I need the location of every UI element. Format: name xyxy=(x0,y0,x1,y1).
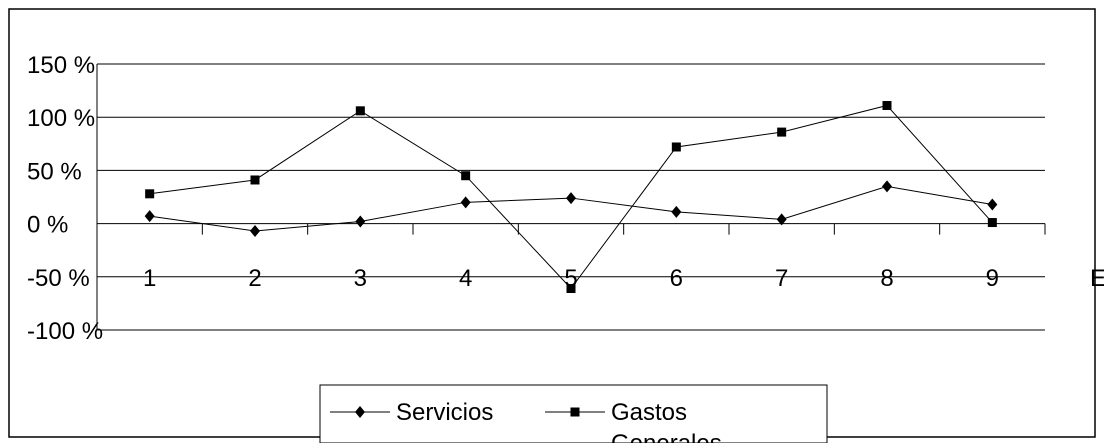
data-point xyxy=(250,225,260,238)
data-point xyxy=(144,210,155,223)
data-point xyxy=(355,215,366,228)
data-point xyxy=(882,100,892,110)
x-tick-label: 2 xyxy=(248,265,261,292)
data-point xyxy=(776,213,787,226)
data-point xyxy=(566,192,576,205)
x-tick-label: 9 xyxy=(986,265,999,292)
data-point xyxy=(460,196,471,209)
y-tick-label: 50 % xyxy=(27,158,82,185)
y-tick-label: 0 % xyxy=(27,212,68,239)
data-point xyxy=(461,171,471,181)
chart-border xyxy=(8,8,1096,438)
x-tick-label: 7 xyxy=(775,265,788,292)
y-tick-label: 100 % xyxy=(27,105,95,132)
legend-label-line-2: Generales xyxy=(611,430,722,443)
gridlines xyxy=(96,63,1045,331)
data-point xyxy=(145,189,155,199)
x-tick-label: 8 xyxy=(880,265,893,292)
legend-marker xyxy=(570,407,580,417)
data-point xyxy=(671,142,681,152)
data-point xyxy=(987,198,998,211)
x-tick-label: 1 xyxy=(143,265,156,292)
x-tick-label: 4 xyxy=(459,265,472,292)
clipped-axis-label: E xyxy=(1090,265,1104,292)
data-point xyxy=(987,218,997,228)
data-point xyxy=(355,106,365,116)
legend-label: Gastos xyxy=(611,399,687,426)
legend-item-1: Servicios xyxy=(330,399,493,426)
legend-item-2: Gastos Generales xyxy=(545,399,722,448)
legend-marker xyxy=(355,406,365,418)
x-axis xyxy=(96,223,1046,235)
legend: Servicios Gastos Generales xyxy=(319,384,828,448)
y-tick-label: 150 % xyxy=(27,52,95,79)
y-tick-label: -50 % xyxy=(27,265,90,292)
y-tick-label: -100 % xyxy=(27,318,103,345)
x-tick-label: 3 xyxy=(354,265,367,292)
data-point xyxy=(250,175,260,185)
y-axis-labels: 150 % 100 % 50 % 0 % -50 % -100 % xyxy=(27,52,103,345)
data-point xyxy=(566,284,576,294)
series-layer xyxy=(144,100,998,294)
x-tick-label: 6 xyxy=(670,265,683,292)
series-2 xyxy=(145,100,997,294)
data-point xyxy=(882,180,892,193)
data-point xyxy=(777,127,787,137)
legend-label: Servicios xyxy=(396,399,493,426)
data-point xyxy=(671,205,682,218)
series-1 xyxy=(144,180,998,238)
